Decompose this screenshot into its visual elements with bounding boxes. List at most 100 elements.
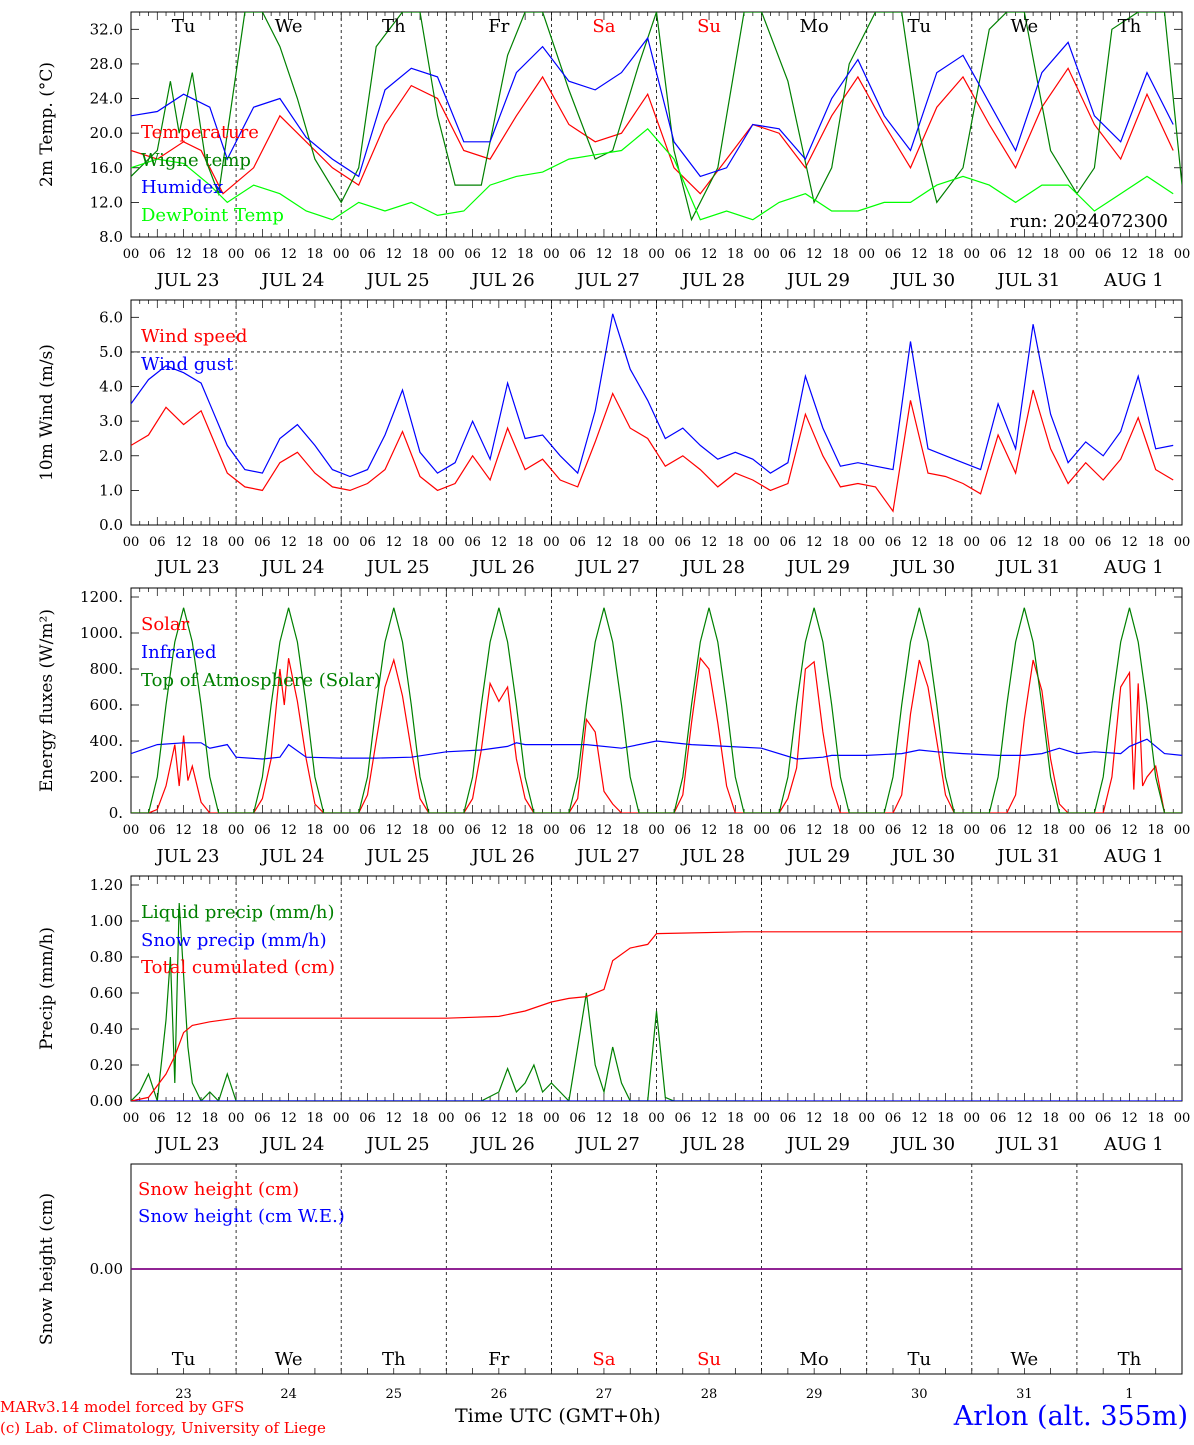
x-hour-label: 06	[885, 247, 902, 262]
x-hour-label: 00	[543, 823, 560, 838]
x-date-label: JUL 31	[995, 846, 1060, 867]
x-date-label: AUG 1	[1103, 557, 1164, 578]
x-hour-label: 06	[990, 1111, 1007, 1126]
x-date-label: JUL 25	[365, 846, 430, 867]
y-tick-label: 1200.	[80, 588, 123, 606]
x-date-label: JUL 27	[575, 270, 640, 291]
x-hour-label: 12	[491, 247, 508, 262]
y-tick-label: 2.0	[99, 447, 123, 465]
y-tick-label: 1.00	[90, 912, 123, 930]
x-hour-label: 12	[385, 1111, 402, 1126]
legend-entry: Snow height (cm W.E.)	[138, 1206, 345, 1227]
y-tick-label: 1.20	[90, 876, 123, 894]
x-hour-label: 00	[333, 535, 350, 550]
x-hour-label: 00	[438, 1111, 455, 1126]
y-tick-label: 6.0	[99, 308, 123, 326]
y-axis-label: Snow height (cm)	[37, 1193, 57, 1345]
x-hour-label: 18	[517, 823, 534, 838]
x-hour-label: 12	[596, 823, 613, 838]
y-tick-label: 4.0	[99, 378, 123, 396]
x-hour-label: 00	[648, 247, 665, 262]
lab-credit-text: (c) Lab. of Climatology, University of L…	[0, 1419, 326, 1437]
x-hour-label: 12	[806, 535, 823, 550]
y-tick-label: 28.0	[90, 55, 123, 73]
x-hour-label: 06	[359, 1111, 376, 1126]
x-hour-label: 12	[806, 1111, 823, 1126]
x-hour-label: 06	[780, 535, 797, 550]
panel-5: 23 24 25 26 27 28 29 30 31 1 Tu We Th Fr Sa Su Mo Tu We Th 0…	[37, 1163, 1183, 1402]
x-date-label: JUL 30	[890, 270, 955, 291]
x-hour-label: 00	[228, 247, 245, 262]
x-hour-label: 12	[280, 247, 297, 262]
x-hour-label: 06	[1095, 247, 1112, 262]
x-hour-label: 06	[569, 823, 586, 838]
x-hour-label: 12	[385, 247, 402, 262]
x-hour-label: 18	[727, 1111, 744, 1126]
x-day-number: 25	[385, 1387, 402, 1402]
x-hour-label: 06	[675, 247, 692, 262]
day-name-label: Mo	[800, 1349, 829, 1370]
day-name-label: Mo	[800, 16, 829, 37]
x-hour-label: 06	[149, 535, 166, 550]
x-date-label: JUL 27	[575, 846, 640, 867]
run-label: run: 2024072300	[1010, 211, 1168, 232]
x-hour-label: 12	[806, 823, 823, 838]
y-tick-label: 0.40	[90, 1020, 123, 1038]
station-label: Arlon (alt. 355m)	[954, 1401, 1188, 1432]
x-hour-label: 12	[280, 1111, 297, 1126]
x-date-label: JUL 27	[575, 557, 640, 578]
x-day-number: 1	[1125, 1387, 1133, 1402]
x-date-label: JUL 26	[470, 557, 535, 578]
x-hour-label: 18	[1042, 823, 1059, 838]
x-hour-label: 18	[412, 535, 429, 550]
y-axis-label: 2m Temp. (°C)	[37, 62, 57, 187]
x-hour-label: 06	[359, 823, 376, 838]
x-hour-label: 18	[832, 823, 849, 838]
x-hour-label: 06	[254, 247, 271, 262]
legend-entry: Liquid precip (mm/h)	[141, 902, 335, 923]
x-hour-label: 00	[543, 535, 560, 550]
y-tick-label: 1000.	[80, 624, 123, 642]
x-date-label: AUG 1	[1103, 1134, 1164, 1155]
x-hour-label: 06	[885, 823, 902, 838]
x-hour-label: 18	[622, 535, 639, 550]
x-hour-label: 12	[1121, 247, 1138, 262]
x-hour-label: 06	[780, 823, 797, 838]
x-date-label: JUL 25	[365, 270, 430, 291]
x-hour-label: 18	[307, 823, 324, 838]
day-name-label: We	[1011, 16, 1039, 37]
x-hour-label: 06	[254, 823, 271, 838]
legend-entry: Snow precip (mm/h)	[141, 930, 327, 951]
legend-entry: Wind speed	[141, 326, 247, 347]
model-credit: MARv3.14 model forced by GFS	[0, 1398, 244, 1417]
series-line-1	[131, 656, 1182, 813]
x-hour-label: 00	[753, 823, 770, 838]
x-date-label: JUL 24	[260, 270, 325, 291]
y-tick-label: 0.80	[90, 948, 123, 966]
x-date-label: JUL 30	[890, 1134, 955, 1155]
legend-entry: Infrared	[141, 642, 216, 663]
x-hour-label: 06	[464, 823, 481, 838]
y-tick-label: 0.60	[90, 984, 123, 1002]
x-hour-label: 00	[228, 535, 245, 550]
x-hour-label: 18	[937, 1111, 954, 1126]
x-hour-label: 00	[123, 1111, 140, 1126]
y-tick-label: 0.00	[90, 1092, 123, 1110]
x-date-label: JUL 27	[575, 1134, 640, 1155]
x-hour-label: 12	[1121, 1111, 1138, 1126]
x-hour-label: 12	[175, 1111, 192, 1126]
x-hour-label: 00	[964, 535, 981, 550]
x-hour-label: 12	[1016, 535, 1033, 550]
x-hour-label: 00	[1069, 535, 1086, 550]
x-hour-label: 12	[701, 823, 718, 838]
x-hour-label: 00	[228, 1111, 245, 1126]
x-hour-label: 18	[412, 823, 429, 838]
x-hour-label: 12	[491, 1111, 508, 1126]
x-hour-label: 00	[543, 1111, 560, 1126]
x-date-label: JUL 29	[785, 846, 850, 867]
x-hour-label: 18	[1042, 1111, 1059, 1126]
x-hour-label: 00	[858, 1111, 875, 1126]
legend-entry: Top of Atmosphere (Solar)	[141, 670, 381, 691]
x-hour-label: 18	[1147, 1111, 1164, 1126]
